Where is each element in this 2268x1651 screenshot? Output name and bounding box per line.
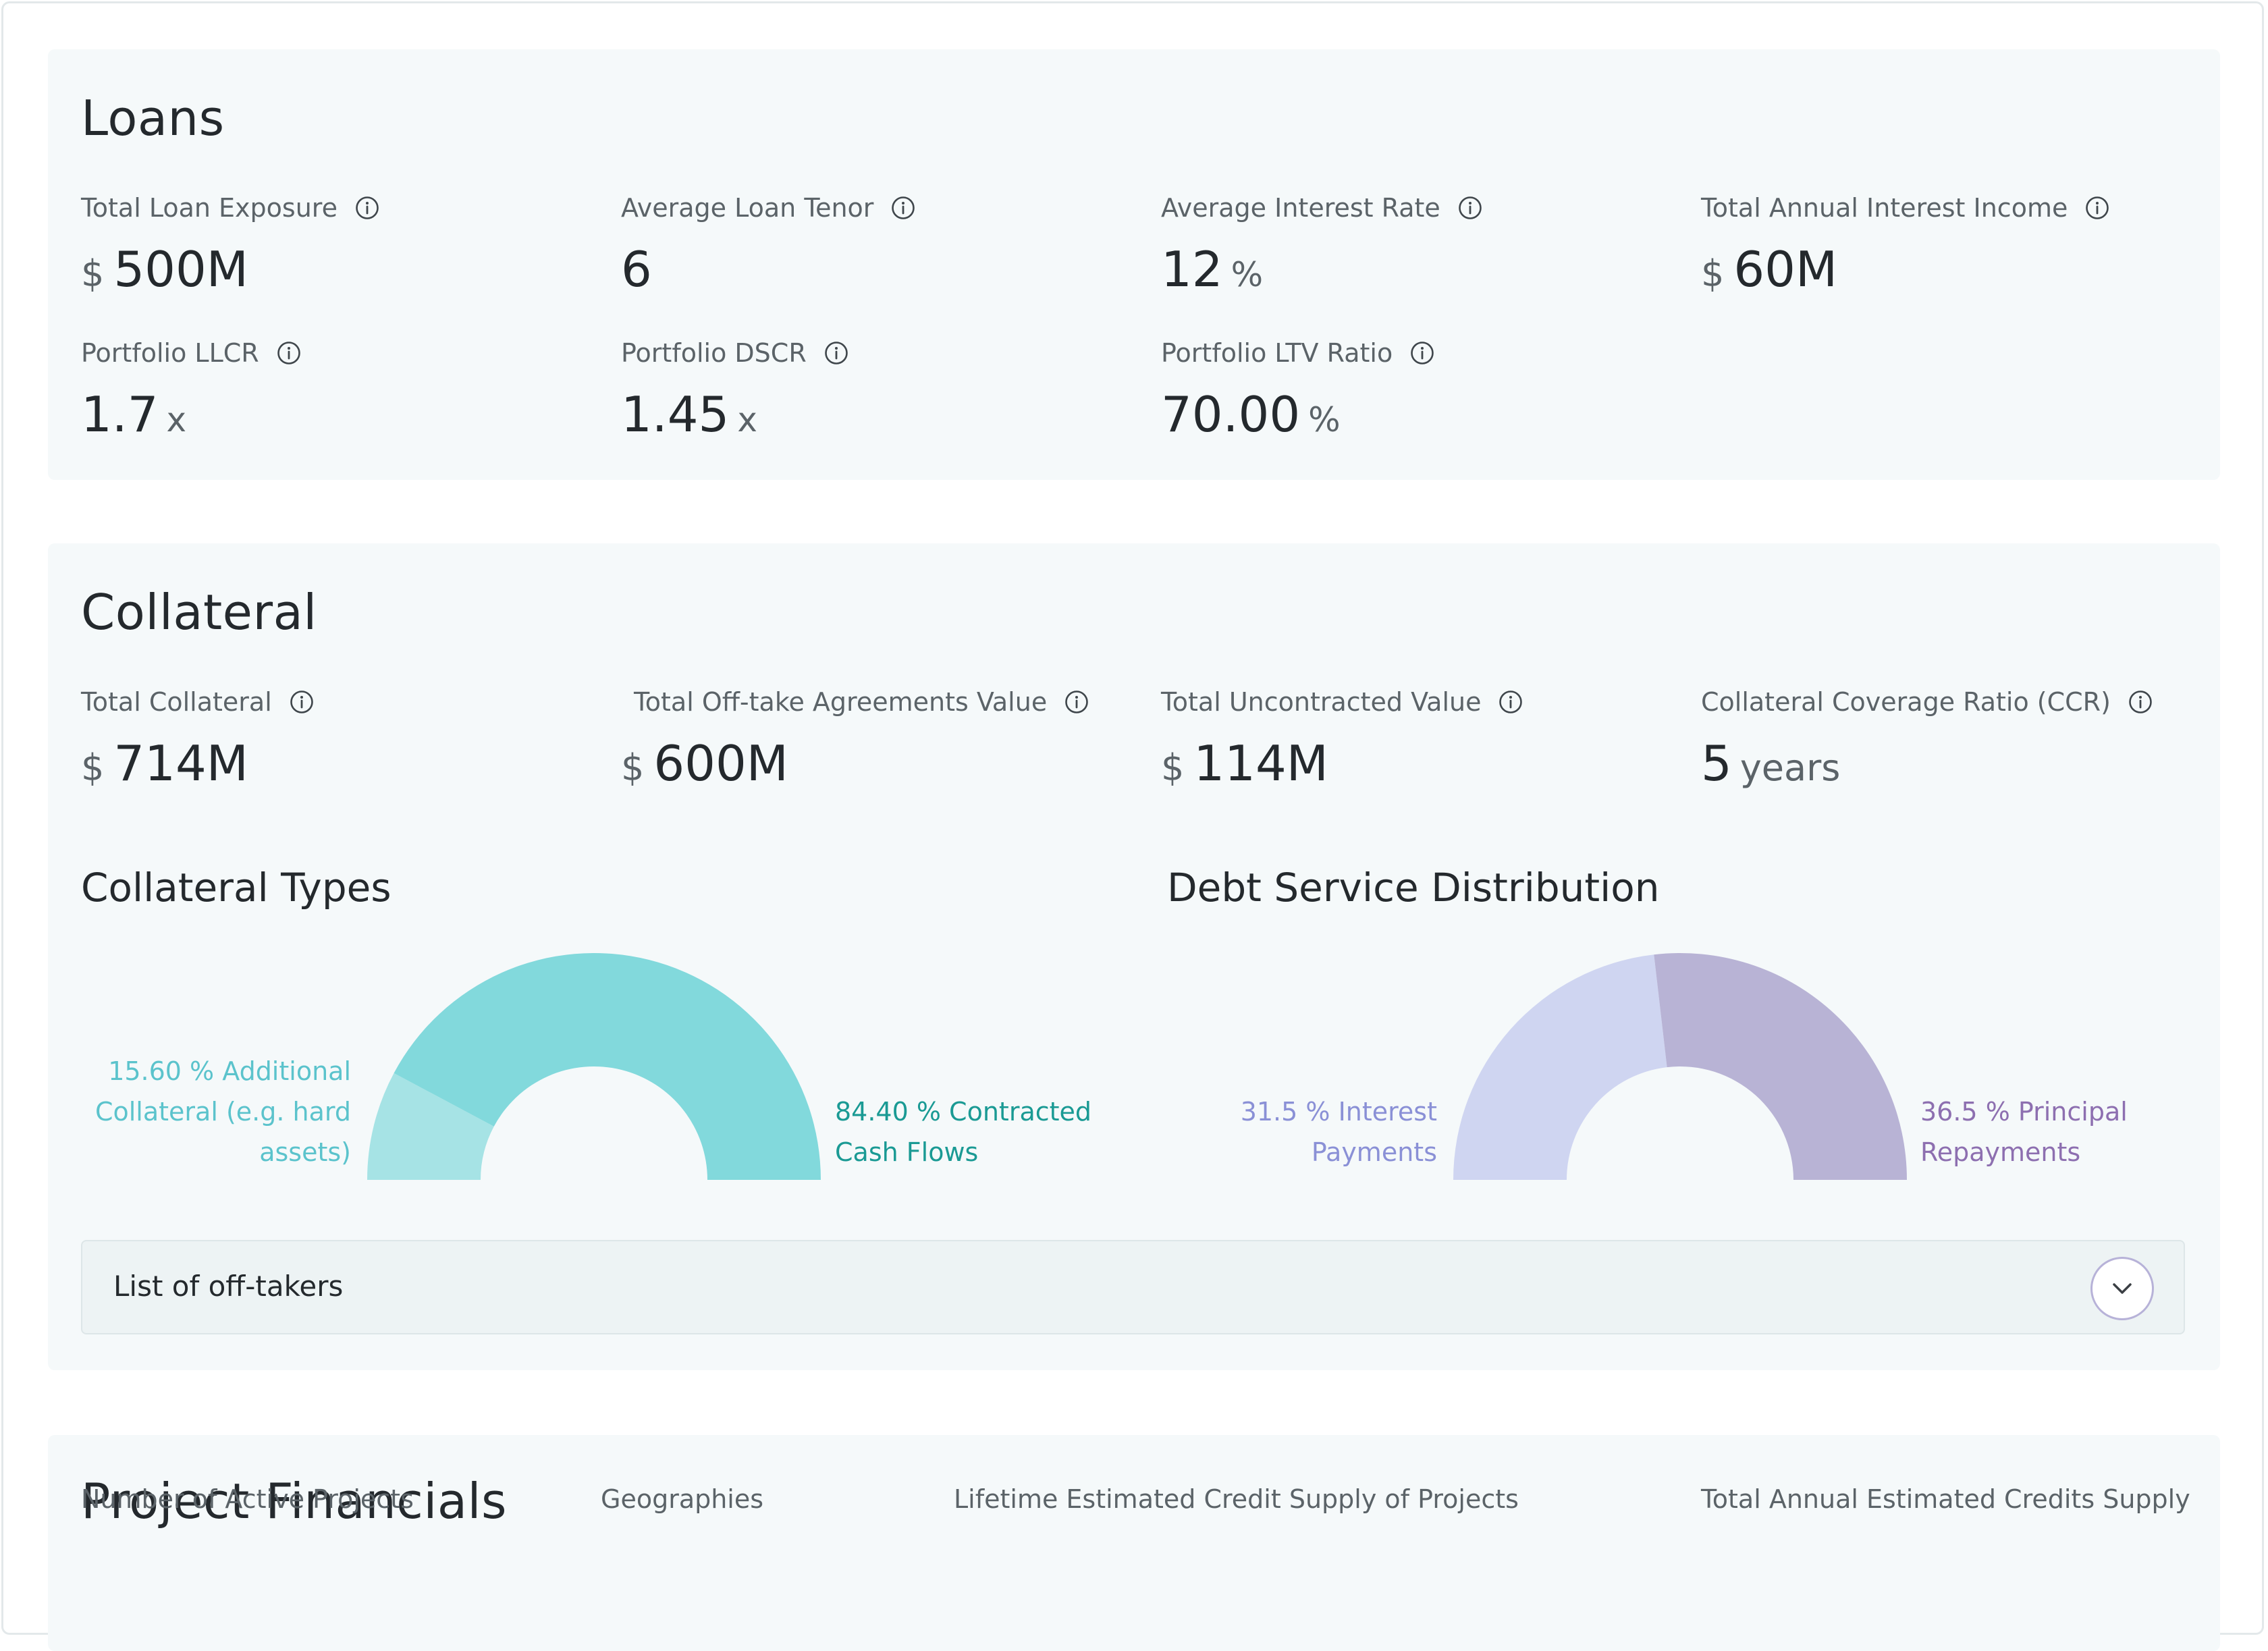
label-lifetime-credit-supply: Lifetime Estimated Credit Supply of Proj… bbox=[954, 1484, 1519, 1514]
loans-card: Loans Total Loan Exposure $500M Average … bbox=[48, 49, 2220, 480]
donut-slice-2[interactable] bbox=[1654, 953, 1907, 1180]
metric-average-interest-rate: Average Interest Rate 12% bbox=[1161, 191, 1482, 298]
metric-value: 714M bbox=[113, 735, 248, 792]
info-icon[interactable] bbox=[1458, 196, 1482, 220]
debt-service-title: Debt Service Distribution bbox=[1167, 865, 1660, 911]
metric-value: 1.7 bbox=[81, 386, 159, 443]
info-icon[interactable] bbox=[824, 341, 848, 365]
info-icon[interactable] bbox=[277, 341, 301, 365]
metric-portfolio-ltv-ratio: Portfolio LTV Ratio 70.00% bbox=[1161, 336, 1434, 443]
metric-value: 1.45 bbox=[621, 386, 730, 443]
metric-value: 600M bbox=[653, 735, 788, 792]
metric-total-offtake-value: Total Off-take Agreements Value $600M bbox=[621, 685, 1089, 792]
metric-label: Average Interest Rate bbox=[1161, 193, 1440, 223]
metric-suffix: x bbox=[737, 400, 757, 439]
project-financials-card: Project Financials bbox=[48, 1435, 2220, 1651]
metric-prefix: $ bbox=[1701, 252, 1725, 295]
metric-label: Collateral Coverage Ratio (CCR) bbox=[1701, 687, 2111, 717]
collateral-types-legend-contracted: 84.40 % Contracted Cash Flows bbox=[835, 1097, 1092, 1167]
metric-prefix: $ bbox=[81, 747, 105, 789]
metric-total-loan-exposure: Total Loan Exposure $500M bbox=[81, 191, 379, 298]
donut-slice-2[interactable] bbox=[394, 953, 821, 1180]
offtakers-label: List of off-takers bbox=[113, 1270, 344, 1303]
metric-average-loan-tenor: Average Loan Tenor 6 bbox=[621, 191, 915, 298]
expand-button[interactable] bbox=[2090, 1257, 2154, 1320]
metric-suffix: % bbox=[1308, 400, 1341, 439]
label-geographies: Geographies bbox=[601, 1484, 764, 1514]
metric-suffix: % bbox=[1231, 255, 1264, 294]
info-icon[interactable] bbox=[290, 690, 314, 714]
collateral-types-donut bbox=[367, 953, 821, 1180]
info-icon[interactable] bbox=[1498, 690, 1523, 714]
metric-prefix: $ bbox=[1161, 747, 1185, 789]
metric-total-annual-interest-income: Total Annual Interest Income $60M bbox=[1701, 191, 2109, 298]
metric-value: 500M bbox=[113, 241, 248, 298]
metric-label: Portfolio LLCR bbox=[81, 338, 259, 368]
metric-value: 5 bbox=[1701, 735, 1732, 792]
metric-suffix: years bbox=[1739, 747, 1841, 789]
metric-label: Portfolio LTV Ratio bbox=[1161, 338, 1393, 368]
info-icon[interactable] bbox=[1064, 690, 1089, 714]
info-icon[interactable] bbox=[2085, 196, 2109, 220]
metric-label: Total Uncontracted Value bbox=[1161, 687, 1482, 717]
collateral-types-legend-additional: 15.60 % Additional Collateral (e.g. hard… bbox=[94, 1056, 351, 1167]
metric-total-collateral: Total Collateral $714M bbox=[81, 685, 314, 792]
info-icon[interactable] bbox=[2128, 690, 2153, 714]
metric-value: 12 bbox=[1161, 241, 1223, 298]
project-financials-title: Project Financials bbox=[81, 1473, 508, 1530]
loans-title: Loans bbox=[81, 90, 225, 146]
offtakers-accordion[interactable]: List of off-takers bbox=[81, 1240, 2185, 1334]
metric-suffix: x bbox=[166, 400, 187, 439]
metric-portfolio-dscr: Portfolio DSCR 1.45 x bbox=[621, 336, 848, 443]
metric-prefix: $ bbox=[81, 252, 105, 295]
metric-total-uncontracted-value: Total Uncontracted Value $114M bbox=[1161, 685, 1523, 792]
info-icon[interactable] bbox=[1410, 341, 1434, 365]
info-icon[interactable] bbox=[355, 196, 379, 220]
metric-value: 70.00 bbox=[1161, 386, 1301, 443]
collateral-title: Collateral bbox=[81, 584, 317, 641]
metric-label: Total Collateral bbox=[81, 687, 272, 717]
collateral-types-title: Collateral Types bbox=[81, 865, 392, 911]
metric-value: 60M bbox=[1733, 241, 1838, 298]
metric-collateral-coverage-ratio: Collateral Coverage Ratio (CCR) 5 years bbox=[1701, 685, 2153, 792]
metric-prefix: $ bbox=[621, 747, 645, 789]
metric-value: 6 bbox=[621, 241, 652, 298]
metric-value: 114M bbox=[1193, 735, 1328, 792]
metric-label: Total Annual Interest Income bbox=[1701, 193, 2068, 223]
metric-portfolio-llcr: Portfolio LLCR 1.7 x bbox=[81, 336, 301, 443]
metric-label: Portfolio DSCR bbox=[621, 338, 807, 368]
metric-label: Total Loan Exposure bbox=[81, 193, 338, 223]
chevron-down-icon bbox=[2113, 1283, 2132, 1294]
label-annual-credits-supply: Total Annual Estimated Credits Supply bbox=[1701, 1484, 2190, 1514]
collateral-card: Collateral Total Collateral $714M Total … bbox=[48, 543, 2220, 1370]
metric-label: Total Off-take Agreements Value bbox=[634, 687, 1048, 717]
debt-service-legend-principal: 36.5 % Principal Repayments bbox=[1920, 1097, 2128, 1167]
info-icon[interactable] bbox=[891, 196, 915, 220]
debt-service-legend-interest: 31.5 % Interest Payments bbox=[1240, 1097, 1437, 1167]
label-active-projects: Number of Active Projects bbox=[81, 1484, 414, 1514]
donut-slice-1[interactable] bbox=[367, 1073, 494, 1180]
donut-slice-1[interactable] bbox=[1453, 954, 1667, 1180]
metric-label: Average Loan Tenor bbox=[621, 193, 874, 223]
debt-service-donut bbox=[1453, 953, 1907, 1180]
